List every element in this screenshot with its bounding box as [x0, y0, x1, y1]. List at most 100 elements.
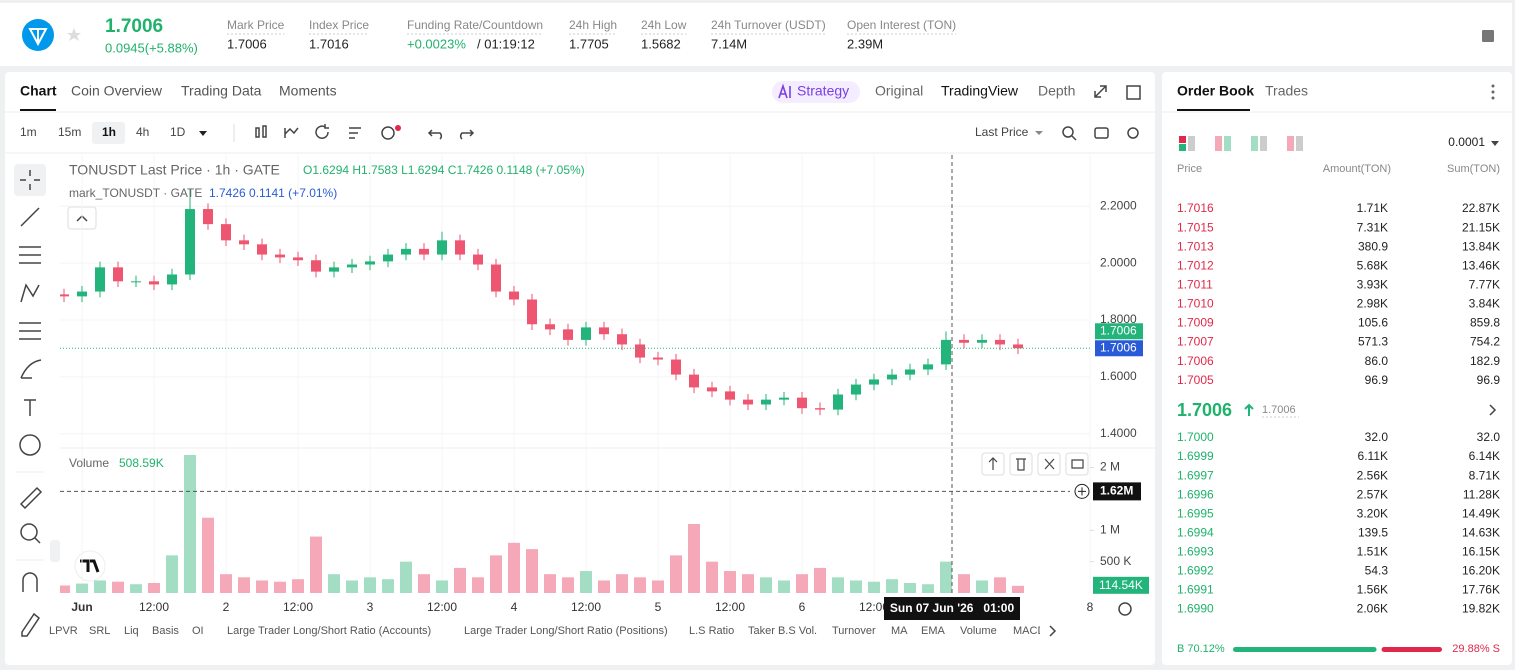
- ask-price: 1.7005: [1177, 373, 1214, 387]
- volume-bar: [310, 536, 322, 593]
- crosshair-time-box: [884, 597, 1020, 620]
- indicator[interactable]: Large Trader Long/Short Ratio (Accounts): [227, 625, 431, 637]
- interval[interactable]: 15m: [58, 125, 81, 139]
- volume-bar: [472, 577, 484, 593]
- interval[interactable]: 1h: [102, 125, 116, 139]
- interval[interactable]: 1D: [170, 125, 186, 139]
- bid-amount: 54.3: [1365, 564, 1389, 578]
- bid-amount: 2.57K: [1357, 487, 1388, 501]
- precision[interactable]: 0.0001: [1448, 135, 1485, 149]
- expand-icon[interactable]: [1094, 85, 1107, 98]
- indicator[interactable]: Basis: [152, 625, 179, 637]
- volume-bar: [526, 549, 538, 593]
- tv-logo: [74, 550, 106, 582]
- volume-bar: [760, 577, 772, 593]
- chart-tab[interactable]: Chart: [20, 83, 57, 99]
- x-tick-label: 6: [799, 600, 806, 614]
- dropdown-arrow[interactable]: [199, 131, 207, 136]
- dropdown-arrow[interactable]: [1491, 141, 1499, 146]
- indicator[interactable]: Large Trader Long/Short Ratio (Positions…: [464, 625, 668, 637]
- stat-label: 24h Low: [641, 18, 687, 32]
- mid-mark-price: 1.7006: [1262, 404, 1296, 416]
- settings-icon[interactable]: [1118, 602, 1132, 616]
- bid-sum: 14.63K: [1462, 525, 1500, 539]
- candle-body: [689, 374, 699, 388]
- candle-body: [131, 281, 141, 283]
- price-source[interactable]: Last Price: [975, 125, 1029, 139]
- volume-bar: [454, 567, 466, 593]
- volume-bar: [400, 561, 412, 593]
- header-icon[interactable]: [1482, 30, 1494, 42]
- ob-tab[interactable]: Order Book: [1177, 83, 1254, 99]
- indicator[interactable]: MA: [891, 625, 908, 637]
- view-tab[interactable]: Depth: [1038, 83, 1075, 99]
- interval[interactable]: 4h: [136, 125, 149, 139]
- volume-bar: [94, 580, 106, 593]
- volume-bar: [868, 581, 880, 593]
- window-icon[interactable]: [1126, 85, 1141, 100]
- layout-icons[interactable]: [1179, 136, 1303, 151]
- y-tick-label: 2.2000: [1100, 198, 1137, 212]
- indicator[interactable]: Taker B.S Vol.: [748, 625, 817, 637]
- volume-bar: [904, 582, 916, 593]
- x-tick-label: 8: [1087, 600, 1094, 614]
- candle-body: [167, 274, 177, 285]
- orderbook-panel: [1162, 72, 1512, 665]
- volume-bar: [112, 581, 124, 593]
- view-tab[interactable]: Original: [875, 83, 923, 99]
- favorite-icon[interactable]: [67, 28, 81, 41]
- volume-bar: [598, 580, 610, 593]
- drawing-tools[interactable]: [14, 164, 46, 637]
- candle-body: [779, 397, 789, 400]
- ask-amount: 105.6: [1358, 316, 1388, 330]
- last-price: 1.7006: [105, 16, 163, 37]
- toolbar-icons[interactable]: [255, 124, 1139, 141]
- volume-bar: [724, 571, 736, 593]
- volume-pane-controls[interactable]: [981, 452, 1089, 476]
- candle-body: [149, 281, 159, 285]
- volume-bar: [76, 583, 88, 593]
- mark-legend: mark_TONUSDT · GATE: [69, 186, 202, 200]
- volume-bar: [364, 577, 376, 593]
- bid-price: 1.6996: [1177, 487, 1214, 501]
- chart-tab[interactable]: Moments: [279, 83, 337, 99]
- indicator[interactable]: MACD: [1013, 625, 1045, 637]
- indicator[interactable]: Volume: [960, 625, 997, 637]
- bid-amount: 32.0: [1365, 430, 1389, 444]
- bid-sum: 11.28K: [1463, 487, 1500, 501]
- indicator[interactable]: EMA: [921, 625, 946, 637]
- last-price-box: [1095, 323, 1143, 340]
- indicator[interactable]: OI: [192, 625, 204, 637]
- indicator[interactable]: SRL: [89, 625, 110, 637]
- side-toggle[interactable]: [50, 540, 60, 562]
- candle-body: [905, 369, 915, 375]
- x-tick-label: 12:00: [283, 600, 313, 614]
- ask-price: 1.7010: [1177, 297, 1214, 311]
- strategy-pill[interactable]: [772, 81, 860, 103]
- chart-legend: TONUSDT Last Price · 1h · GATE: [69, 162, 280, 178]
- stat-label: Index Price: [309, 18, 369, 32]
- view-tab[interactable]: TradingView: [941, 83, 1019, 99]
- x-tick-label: 12:00: [571, 600, 601, 614]
- ob-tab[interactable]: Trades: [1265, 83, 1308, 99]
- indicator[interactable]: LPVR: [49, 625, 78, 637]
- chart-tab[interactable]: Trading Data: [181, 83, 262, 99]
- dropdown-arrow[interactable]: [1035, 131, 1043, 135]
- volume-bar: [742, 574, 754, 593]
- volume-bar: [436, 580, 448, 593]
- more-icon[interactable]: [1491, 84, 1495, 100]
- indicator[interactable]: Turnover: [832, 625, 876, 637]
- candle-body: [95, 267, 105, 292]
- bid-amount: 6.11K: [1358, 449, 1388, 463]
- interval[interactable]: 1m: [20, 125, 37, 139]
- notice-dot: [395, 125, 401, 131]
- chevron[interactable]: [1489, 404, 1497, 416]
- chart-tab[interactable]: Coin Overview: [71, 83, 163, 99]
- scroll-right[interactable]: [1049, 625, 1057, 637]
- view-tab[interactable]: Strategy: [797, 83, 849, 99]
- bid-sum: 8.71K: [1469, 468, 1500, 482]
- indicator[interactable]: Liq: [124, 625, 139, 637]
- indicator[interactable]: L.S Ratio: [689, 625, 734, 637]
- volume-bar: [580, 571, 592, 593]
